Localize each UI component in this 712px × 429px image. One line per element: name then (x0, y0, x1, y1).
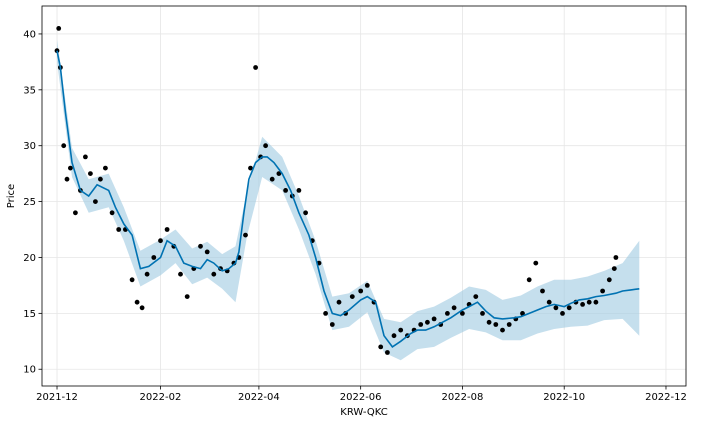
x-tick-label: 2021-12 (36, 392, 78, 403)
observed-point (500, 327, 505, 333)
observed-point (486, 319, 492, 325)
x-tick-label: 2022-04 (238, 392, 280, 403)
observed-point (129, 277, 135, 283)
observed-point (425, 319, 430, 325)
observed-point (553, 305, 559, 311)
y-axis-label: Price (6, 184, 17, 208)
observed-point (378, 344, 384, 350)
observed-point (116, 227, 122, 232)
observed-point (480, 311, 485, 316)
observed-point (473, 294, 479, 299)
observed-point (83, 154, 88, 160)
observed-point (283, 188, 288, 193)
observed-point (88, 171, 93, 177)
observed-point (103, 165, 108, 171)
observed-point (533, 260, 539, 266)
observed-point (349, 294, 355, 299)
x-tick-label: 2022-10 (543, 392, 585, 403)
x-tick-label: 2022-12 (645, 392, 687, 403)
observed-point (64, 176, 70, 182)
forecast-line (56, 50, 640, 348)
observed-point (445, 311, 450, 316)
observed-point (164, 227, 170, 232)
observed-point (520, 311, 525, 316)
y-tick-label: 25 (23, 197, 36, 208)
observed-point (606, 277, 612, 283)
observed-point (211, 271, 217, 277)
y-tick-label: 40 (23, 29, 36, 40)
observed-point (358, 288, 364, 294)
observed-point (134, 299, 140, 305)
observed-point (600, 288, 605, 294)
x-tick-label: 2022-06 (340, 392, 382, 403)
y-axis: 10 15 20 25 30 35 40 (23, 29, 42, 376)
observed-point (184, 294, 190, 299)
observed-point (93, 199, 98, 205)
x-tick-label: 2022-02 (140, 392, 182, 403)
observed-point (54, 48, 60, 54)
x-axis: 2021-12 2022-02 2022-04 2022-06 2022-08 2022-… (36, 386, 687, 403)
observed-point (586, 299, 592, 305)
observed-points (54, 26, 619, 355)
observed-point (560, 311, 565, 316)
observed-point (593, 299, 599, 305)
y-tick-label: 35 (23, 85, 36, 96)
observed-point (144, 271, 150, 277)
observed-point (460, 311, 465, 316)
observed-point (73, 210, 78, 216)
observed-point (178, 271, 183, 277)
observed-point (336, 299, 342, 305)
observed-point (418, 322, 424, 327)
observed-point (243, 232, 248, 238)
observed-point (566, 305, 572, 311)
plot-area-frame (41, 5, 687, 387)
observed-point (204, 249, 210, 255)
observed-point (540, 288, 545, 294)
y-tick-label: 30 (23, 141, 36, 152)
observed-point (329, 322, 335, 327)
observed-point (68, 165, 73, 171)
observed-point (493, 322, 499, 327)
observed-point (61, 143, 67, 149)
observed-point (613, 255, 619, 260)
observed-point (526, 277, 532, 283)
observed-point (451, 305, 457, 311)
x-tick-label: 2022-08 (442, 392, 484, 403)
observed-point (139, 305, 145, 311)
y-tick-label: 20 (23, 253, 36, 264)
observed-point (276, 171, 282, 177)
observed-point (611, 266, 617, 271)
observed-point (398, 327, 404, 333)
observed-point (248, 165, 253, 171)
x-axis-label: KRW-QKC (340, 407, 387, 418)
observed-point (506, 322, 512, 327)
y-tick-label: 15 (23, 309, 36, 320)
observed-point (263, 143, 268, 149)
observed-point (198, 243, 203, 249)
observed-point (56, 26, 62, 31)
observed-point (546, 299, 552, 305)
observed-point (296, 188, 302, 193)
observed-point (269, 176, 275, 182)
observed-point (385, 350, 390, 355)
observed-point (253, 65, 258, 70)
observed-point (364, 283, 370, 288)
observed-point (580, 302, 585, 307)
observed-point (158, 238, 163, 244)
observed-point (323, 311, 328, 316)
observed-point (431, 316, 437, 322)
uncertainty-band (57, 39, 640, 361)
observed-point (98, 176, 103, 182)
observed-point (109, 210, 115, 216)
y-tick-label: 10 (23, 365, 36, 376)
observed-point (303, 210, 308, 216)
grid-lines (42, 6, 686, 386)
observed-point (391, 333, 397, 339)
observed-point (151, 255, 157, 260)
